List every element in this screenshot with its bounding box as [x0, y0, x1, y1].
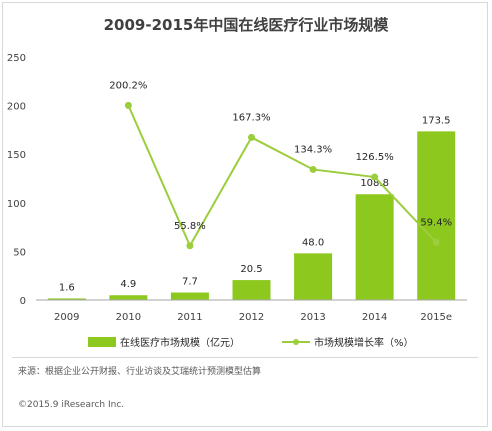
bar-series	[47, 131, 456, 300]
growth-data-label: 126.5%	[356, 152, 394, 163]
x-tick-label: 2013	[300, 312, 325, 323]
growth-data-label: 55.8%	[174, 221, 206, 232]
y-tick-label: 200	[7, 102, 26, 113]
bar	[170, 292, 209, 300]
growth-data-label: 59.4%	[420, 217, 452, 228]
growth-point	[124, 101, 132, 109]
x-tick-label: 2014	[362, 312, 387, 323]
bar	[47, 298, 86, 300]
growth-line	[127, 105, 437, 248]
x-tick-label: 2015e	[420, 312, 452, 323]
source-note: 来源：根据企业公开财报、行业访谈及艾瑞统计预测模型估算	[18, 367, 262, 377]
bar-data-label: 173.5	[422, 115, 451, 126]
bar-data-labels: 1.6 4.9 7.7 20.5 48.0 108.8 173.5	[59, 115, 451, 293]
bar-data-label: 1.6	[59, 282, 75, 293]
x-tick-label: 2010	[116, 312, 141, 323]
copyright-note: ©2015.9 iResearch Inc.	[18, 400, 125, 410]
legend-label-line: 市场规模增长率（%）	[314, 336, 414, 349]
y-tick-label: 100	[7, 199, 26, 210]
legend-marker-line	[293, 339, 299, 345]
bar	[109, 295, 148, 300]
y-tick-label: 0	[20, 296, 26, 307]
growth-point	[371, 173, 379, 181]
y-axis: 0 50 100 150 200 250	[7, 53, 26, 307]
bar	[294, 253, 333, 300]
bar	[355, 194, 394, 300]
legend-swatch-bar	[88, 337, 116, 347]
growth-data-label: 200.2%	[109, 80, 147, 91]
bar	[417, 131, 456, 300]
growth-point	[186, 242, 194, 250]
growth-point	[309, 165, 317, 173]
bar-data-label: 4.9	[120, 279, 136, 290]
growth-line-series	[124, 101, 440, 250]
y-tick-label: 250	[7, 53, 26, 64]
bar-data-label: 48.0	[302, 237, 324, 248]
x-tick-label: 2012	[239, 312, 264, 323]
y-tick-label: 50	[13, 247, 26, 258]
growth-data-labels: 200.2% 55.8% 167.3% 134.3% 126.5% 59.4%	[109, 80, 452, 231]
growth-data-label: 134.3%	[294, 144, 332, 155]
chart-title: 2009-2015年中国在线医疗行业市场规模	[104, 16, 390, 34]
bar-data-label: 7.7	[182, 277, 198, 288]
x-axis: 2009 2010 2011 2012 2013 2014 2015e	[54, 312, 452, 323]
footer-divider	[12, 357, 478, 358]
growth-data-label: 167.3%	[232, 112, 270, 123]
bar-data-label: 20.5	[240, 264, 262, 275]
x-tick-label: 2009	[54, 312, 79, 323]
legend-label-bar: 在线医疗市场规模（亿元）	[120, 336, 240, 349]
x-tick-label: 2011	[177, 312, 202, 323]
legend: 在线医疗市场规模（亿元） 市场规模增长率（%）	[88, 336, 414, 349]
growth-point	[248, 133, 255, 141]
chart-frame	[2, 2, 488, 427]
y-tick-label: 150	[7, 150, 26, 161]
bar	[232, 280, 271, 300]
growth-point	[432, 238, 440, 246]
bar-data-label: 108.8	[360, 178, 389, 189]
